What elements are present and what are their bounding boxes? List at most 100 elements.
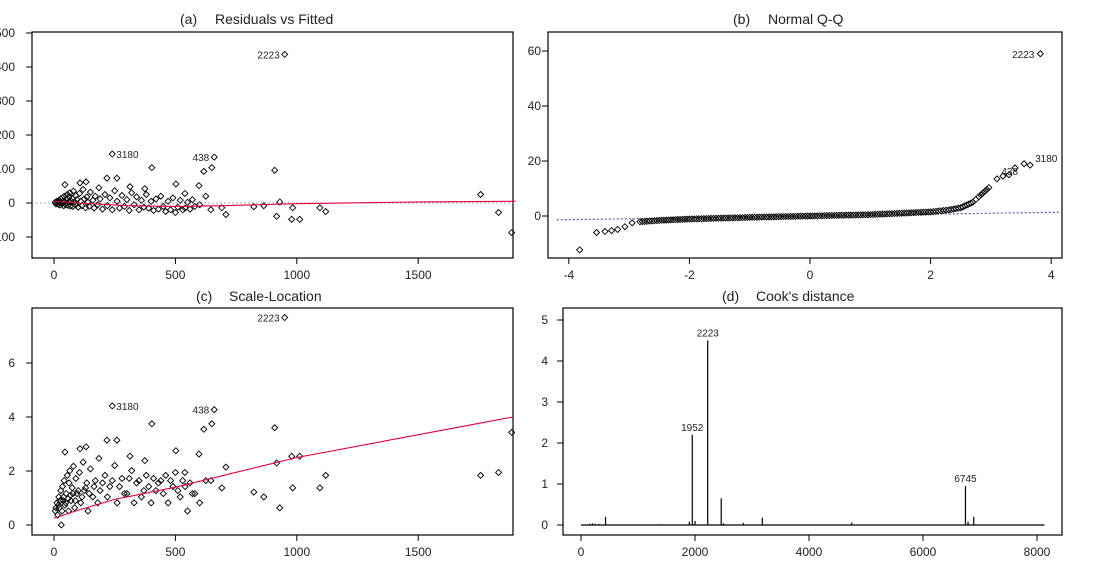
scale-location-point xyxy=(60,476,68,485)
qq-point xyxy=(762,213,771,221)
qq-point xyxy=(981,187,989,195)
residual-point xyxy=(84,198,92,206)
qq-point xyxy=(803,212,812,220)
residual-point xyxy=(95,184,103,192)
residual-point xyxy=(126,183,134,191)
residual-point xyxy=(69,202,77,211)
panel-d-x-tick-label: 0 xyxy=(578,545,585,559)
qq-point xyxy=(835,211,843,219)
scale-location-point xyxy=(159,489,167,498)
residual-point xyxy=(250,203,258,211)
qq-point xyxy=(695,215,703,223)
scale-location-point xyxy=(260,493,268,501)
residual-point xyxy=(83,193,91,201)
scale-location-point xyxy=(108,476,116,485)
qq-point xyxy=(777,213,785,221)
panel-c-tag: (c) xyxy=(196,288,212,304)
qq-point xyxy=(789,212,797,221)
residual-point xyxy=(103,202,112,210)
residual-point xyxy=(207,206,215,214)
qq-point xyxy=(852,211,860,219)
residual-point xyxy=(90,204,98,212)
panel-d-x-tick-label: 8000 xyxy=(1024,545,1051,559)
scale-location-point xyxy=(82,443,90,451)
residual-point xyxy=(128,189,136,197)
qq-point xyxy=(729,214,737,222)
residual-point xyxy=(281,50,289,59)
qq-point xyxy=(714,214,722,222)
scale-location-point xyxy=(58,482,67,491)
qq-point xyxy=(601,227,609,236)
scale-location-point xyxy=(79,458,87,466)
panel-c-title: Scale-Location xyxy=(229,288,322,304)
panel-a-x-tick-label: 1000 xyxy=(283,268,310,282)
residual-point xyxy=(61,181,69,189)
point-label: 438 xyxy=(193,153,210,164)
scale-location-point xyxy=(103,436,111,444)
residual-point xyxy=(130,201,138,209)
qq-point xyxy=(837,211,845,219)
qq-point xyxy=(750,213,759,221)
scale-location-point xyxy=(176,493,184,501)
panel-c-y-tick-label: 6 xyxy=(8,356,15,370)
scale-location-point xyxy=(162,471,170,480)
scale-location-point xyxy=(130,499,138,507)
panel-d-y-tick-label: 1 xyxy=(541,477,548,491)
residual-point xyxy=(101,190,109,199)
scale-location-point xyxy=(62,489,70,498)
panel-b-x-tick-label: 2 xyxy=(927,268,934,282)
qq-point xyxy=(576,246,584,254)
scale-location-point xyxy=(196,499,204,507)
qq-point xyxy=(1026,161,1034,169)
qq-point xyxy=(818,212,826,220)
panel-a-x-tick-label: 1500 xyxy=(405,268,432,282)
qq-point xyxy=(775,213,783,221)
residual-point xyxy=(91,192,99,200)
residual-point xyxy=(276,198,284,206)
panel-b-x-tick-label: 0 xyxy=(807,268,814,282)
residual-point xyxy=(159,202,167,211)
scale-location-point xyxy=(115,482,124,491)
residual-point xyxy=(188,195,197,204)
point-label: 6745 xyxy=(954,474,977,485)
qq-point xyxy=(685,215,694,223)
scale-location-point xyxy=(74,486,82,495)
qq-point xyxy=(808,212,817,220)
qq-point xyxy=(743,213,751,222)
qq-point xyxy=(697,215,706,223)
panel-a-y-tick-label: 0 xyxy=(8,196,15,210)
scale-location-point xyxy=(95,454,103,463)
scale-location-point xyxy=(96,486,104,495)
qq-point xyxy=(621,223,629,231)
qq-point xyxy=(712,214,720,222)
qq-point xyxy=(813,212,821,220)
residual-point xyxy=(181,204,189,212)
panel-d-y-tick-label: 0 xyxy=(541,518,548,532)
qq-point xyxy=(972,195,980,204)
qq-point xyxy=(828,211,836,220)
point-label: 3180 xyxy=(1035,154,1058,165)
scale-location-point xyxy=(89,493,97,501)
scale-location-point xyxy=(78,493,86,501)
point-label: 3180 xyxy=(116,150,139,161)
scale-location-point xyxy=(154,479,163,487)
residual-point xyxy=(316,204,324,212)
qq-point xyxy=(755,213,763,221)
scale-location-point xyxy=(90,482,98,491)
residual-point xyxy=(108,150,116,158)
scale-location-point xyxy=(84,507,92,515)
residual-point xyxy=(81,204,90,212)
qq-point xyxy=(628,219,636,227)
scale-location-point xyxy=(494,468,503,477)
residual-point xyxy=(202,192,210,200)
scale-location-point xyxy=(322,471,330,480)
qq-point xyxy=(985,183,993,192)
scale-location-point xyxy=(169,482,177,491)
panel-b-y-tick-label: 0 xyxy=(534,209,541,223)
qq-point xyxy=(741,213,749,222)
scale-location-point xyxy=(137,493,146,501)
qq-point xyxy=(983,185,991,194)
panel-c-x-tick-label: 1000 xyxy=(283,545,310,559)
residual-point xyxy=(106,194,114,202)
scale-location-point xyxy=(281,313,289,322)
